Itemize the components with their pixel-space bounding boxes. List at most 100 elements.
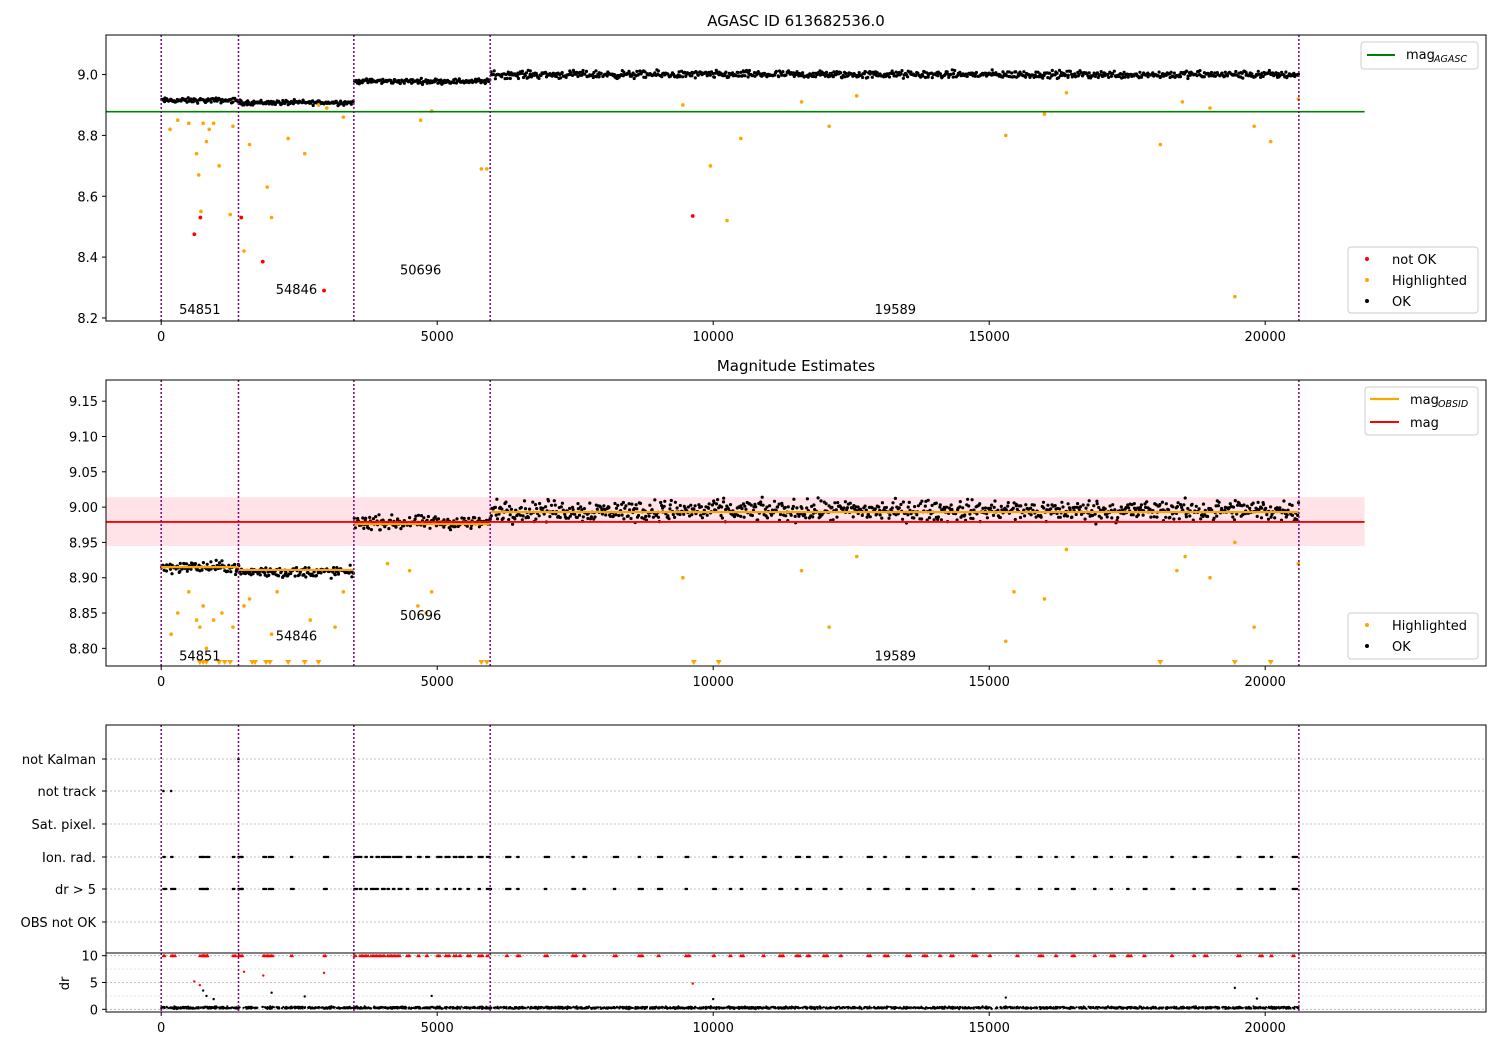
ok-point: [1122, 70, 1126, 74]
flag-point: [638, 855, 642, 859]
ok-point: [1049, 512, 1053, 516]
ok-point: [793, 514, 797, 519]
ok-point: [294, 566, 299, 570]
highlighted-point: [485, 167, 489, 171]
dr-point: [1257, 1006, 1260, 1009]
dr-point: [1019, 1006, 1022, 1009]
highlighted-point: [1042, 112, 1047, 116]
ok-point: [1267, 68, 1271, 73]
ok-point: [1213, 71, 1217, 75]
ok-point: [993, 499, 997, 503]
dr-point: [773, 1006, 776, 1010]
ok-point: [899, 502, 903, 507]
legend-label: OK: [1392, 295, 1411, 310]
ok-point: [504, 72, 508, 77]
flag-point: [174, 887, 177, 891]
ok-point: [616, 503, 620, 507]
flag-point: [1094, 887, 1097, 891]
flag-point: [809, 887, 813, 891]
ok-point: [760, 495, 764, 499]
dr-point: [353, 1007, 357, 1010]
flag-point: [572, 855, 576, 859]
flag-point: [1193, 887, 1197, 891]
ok-point: [951, 75, 955, 79]
ok-point: [1178, 75, 1183, 79]
dr-point: [907, 1006, 910, 1010]
ok-point: [374, 515, 378, 519]
ok-point: [628, 508, 632, 512]
highlighted-point: [196, 173, 201, 177]
ok-point: [873, 507, 877, 511]
ok-point: [1057, 68, 1062, 72]
ok-point: [744, 68, 749, 73]
ok-point: [737, 74, 741, 78]
ok-point: [650, 508, 654, 512]
ok-point: [697, 503, 701, 507]
ok-point: [663, 499, 667, 503]
ok-point: [1175, 505, 1179, 509]
ok-point: [811, 515, 815, 519]
ok-point: [586, 516, 590, 521]
flag-point: [1110, 887, 1114, 891]
legend-box: [1360, 41, 1479, 70]
ok-point: [971, 517, 975, 521]
dr-point: [1073, 1007, 1076, 1010]
flag-point: [355, 887, 359, 891]
ok-point: [510, 522, 515, 526]
flag-point: [453, 887, 457, 891]
ok-point: [513, 517, 517, 521]
ok-point: [765, 516, 770, 520]
flag-point: [907, 887, 911, 891]
flag-category-label: not Kalman: [22, 753, 96, 768]
highlighted-point: [479, 167, 484, 171]
highlighted-point: [1064, 547, 1069, 552]
ok-point: [1290, 513, 1295, 518]
dr-point: [1047, 1007, 1050, 1010]
plot-area: [106, 35, 1365, 321]
flag-points: [162, 757, 1299, 891]
x-tick-label: 5000: [421, 330, 454, 345]
ok-point: [620, 513, 624, 517]
ok-point: [297, 573, 301, 577]
ok-point: [170, 572, 174, 576]
legend-box: [1347, 612, 1479, 660]
ok-point: [528, 69, 532, 73]
dr-point: [1190, 1006, 1193, 1009]
ok-point: [936, 74, 940, 78]
ok-point: [537, 76, 541, 80]
ok-point: [943, 72, 948, 76]
ok-point: [631, 71, 635, 75]
ok-point: [673, 515, 677, 520]
ok-point: [833, 501, 837, 505]
dr-point: [1029, 1006, 1032, 1009]
ok-point: [1041, 500, 1046, 504]
highlighted-point: [207, 127, 212, 132]
flag-point: [989, 855, 992, 859]
dr-point: [831, 1006, 835, 1009]
highlighted-point: [1180, 100, 1185, 104]
highlighted-point: [201, 604, 205, 608]
ok-point: [1077, 72, 1081, 77]
ok-point: [810, 504, 814, 508]
axes-frame: [105, 379, 1487, 667]
ok-point: [923, 504, 927, 508]
ok-point: [843, 500, 848, 504]
ok-point: [205, 562, 209, 566]
dr-point: [1157, 1007, 1160, 1010]
ok-point: [1244, 70, 1248, 75]
ok-point: [1274, 71, 1278, 75]
ok-point: [477, 516, 481, 521]
ok-point: [1279, 518, 1284, 522]
ok-point: [239, 572, 243, 576]
ok-point: [568, 514, 572, 518]
ok-point: [1039, 515, 1043, 519]
ok-point: [1223, 70, 1227, 74]
ok-point: [851, 515, 855, 519]
ok-point: [1131, 513, 1135, 517]
ok-point: [938, 503, 942, 507]
ok-point: [426, 514, 430, 519]
legend-label: OK: [1392, 640, 1411, 655]
ok-point: [699, 505, 704, 509]
flag-point: [393, 887, 396, 891]
flag-point: [1262, 855, 1266, 859]
